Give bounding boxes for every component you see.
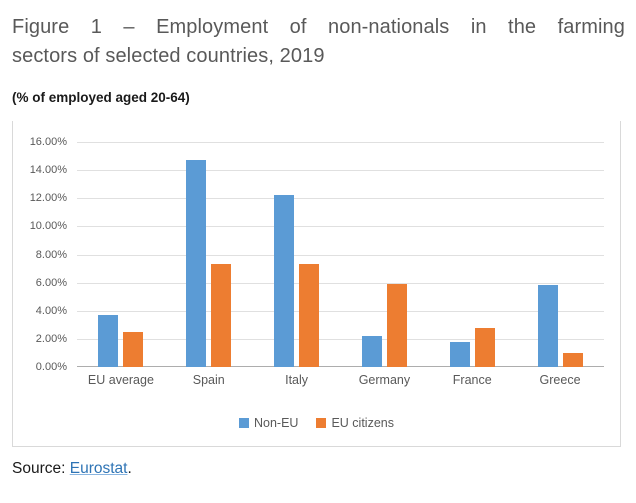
gridline: [77, 170, 604, 172]
source-line: Source: Eurostat.: [12, 460, 132, 478]
y-axis: 0.00% 2.00% 4.00% 6.00% 8.00% 10.00% 12.00% 14.…: [13, 136, 71, 373]
bar-chart: 0.00% 2.00% 4.00% 6.00% 8.00% 10.00% 12.00% 14.…: [12, 121, 621, 447]
gridline: [77, 142, 604, 143]
figure-title-line-1: Figure 1 – Employment of non-nationals i…: [12, 16, 625, 38]
y-tick-label: 16.00%: [29, 136, 67, 148]
legend-item-eu-citizens: EU citizens: [316, 416, 394, 430]
bar-group-germany: [340, 142, 428, 367]
x-category-label-spain: Spain: [192, 373, 225, 387]
bar-non-eu-eu-average: [98, 314, 119, 367]
plot-area: [77, 142, 604, 367]
y-tick-label: 8.00%: [35, 248, 67, 261]
y-tick-label: 2.00%: [35, 332, 67, 345]
legend-swatch-eu-citizens: [316, 418, 327, 428]
figure-title: Figure 1 – Employment of non-nationals i…: [12, 13, 625, 71]
bar-non-eu-italy: [274, 195, 295, 367]
x-category-label-france: France: [452, 373, 492, 387]
bar-group-france: [428, 142, 516, 367]
legend-item-non-eu: Non-EU: [239, 416, 298, 430]
y-tick-label: 0.00%: [35, 361, 67, 373]
figure-title-line-2: sectors of selected countries, 2019: [12, 45, 325, 67]
x-category-label-greece: Greece: [539, 373, 581, 387]
gridline: [77, 338, 604, 340]
y-tick-label: 4.00%: [35, 304, 67, 317]
legend-label-non-eu: Non-EU: [254, 416, 299, 430]
gridline: [77, 254, 604, 256]
y-tick-label: 6.00%: [35, 276, 67, 289]
bar-group-eu-average: [77, 142, 165, 367]
bar-group-italy: [253, 142, 341, 367]
bar-eu-citizens-spain: [211, 264, 232, 367]
x-category-label-germany: Germany: [358, 373, 411, 387]
gridline: [77, 282, 604, 284]
bar-eu-citizens-germany: [386, 284, 407, 367]
gridline: [77, 310, 604, 312]
bar-eu-citizens-eu-average: [123, 331, 144, 367]
x-axis-line: [77, 366, 604, 367]
x-category-label-italy: Italy: [285, 373, 309, 387]
x-category-label-eu-average: EU average: [87, 373, 154, 387]
y-tick-label: 10.00%: [29, 220, 67, 233]
legend-swatch-non-eu: [239, 418, 249, 428]
bar-non-eu-france: [449, 341, 470, 367]
y-tick-label: 12.00%: [29, 192, 67, 205]
bars-layer: [77, 142, 604, 367]
bar-non-eu-greece: [537, 285, 558, 367]
y-tick-label: 14.00%: [29, 164, 67, 177]
gridline: [77, 226, 604, 228]
figure-subtitle: (% of employed aged 20-64): [12, 90, 190, 105]
bar-eu-citizens-france: [474, 327, 495, 367]
bar-eu-citizens-italy: [299, 264, 320, 367]
bar-eu-citizens-greece: [562, 352, 583, 367]
bar-group-greece: [516, 142, 604, 367]
bar-group-spain: [165, 142, 253, 367]
x-axis-labels: EU average Spain Italy Germany France Greece: [77, 373, 604, 387]
chart-legend: Non-EU EU citizens: [13, 416, 620, 430]
source-label: Source:: [12, 460, 70, 477]
bar-non-eu-spain: [186, 160, 207, 367]
source-link[interactable]: Eurostat: [69, 460, 128, 477]
legend-label-eu-citizens: EU citizens: [331, 416, 394, 430]
source-suffix: .: [127, 460, 132, 477]
bar-non-eu-germany: [361, 336, 382, 367]
gridline: [77, 198, 604, 200]
